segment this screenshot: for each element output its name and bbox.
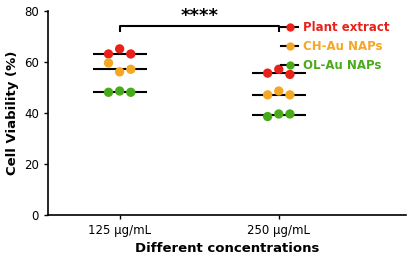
Point bbox=[127, 90, 134, 94]
Legend: Plant extract, CH-Au NAPs, OL-Au NAPs: Plant extract, CH-Au NAPs, OL-Au NAPs bbox=[275, 16, 393, 77]
Point bbox=[263, 93, 270, 97]
Point bbox=[116, 47, 123, 51]
X-axis label: Different concentrations: Different concentrations bbox=[135, 242, 318, 256]
Point bbox=[105, 61, 112, 65]
Point bbox=[105, 90, 112, 94]
Point bbox=[275, 112, 281, 116]
Point bbox=[105, 52, 112, 56]
Point bbox=[263, 115, 270, 119]
Point bbox=[275, 67, 281, 71]
Point bbox=[116, 89, 123, 93]
Point bbox=[116, 70, 123, 74]
Point bbox=[286, 72, 292, 76]
Point bbox=[275, 89, 281, 93]
Point bbox=[127, 67, 134, 71]
Y-axis label: Cell Viability (%): Cell Viability (%) bbox=[5, 51, 19, 175]
Point bbox=[286, 112, 292, 116]
Text: ****: **** bbox=[180, 7, 218, 25]
Point bbox=[127, 52, 134, 56]
Point bbox=[263, 71, 270, 75]
Point bbox=[286, 93, 292, 97]
